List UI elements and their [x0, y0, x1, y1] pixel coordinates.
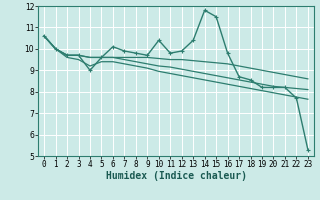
- X-axis label: Humidex (Indice chaleur): Humidex (Indice chaleur): [106, 171, 246, 181]
